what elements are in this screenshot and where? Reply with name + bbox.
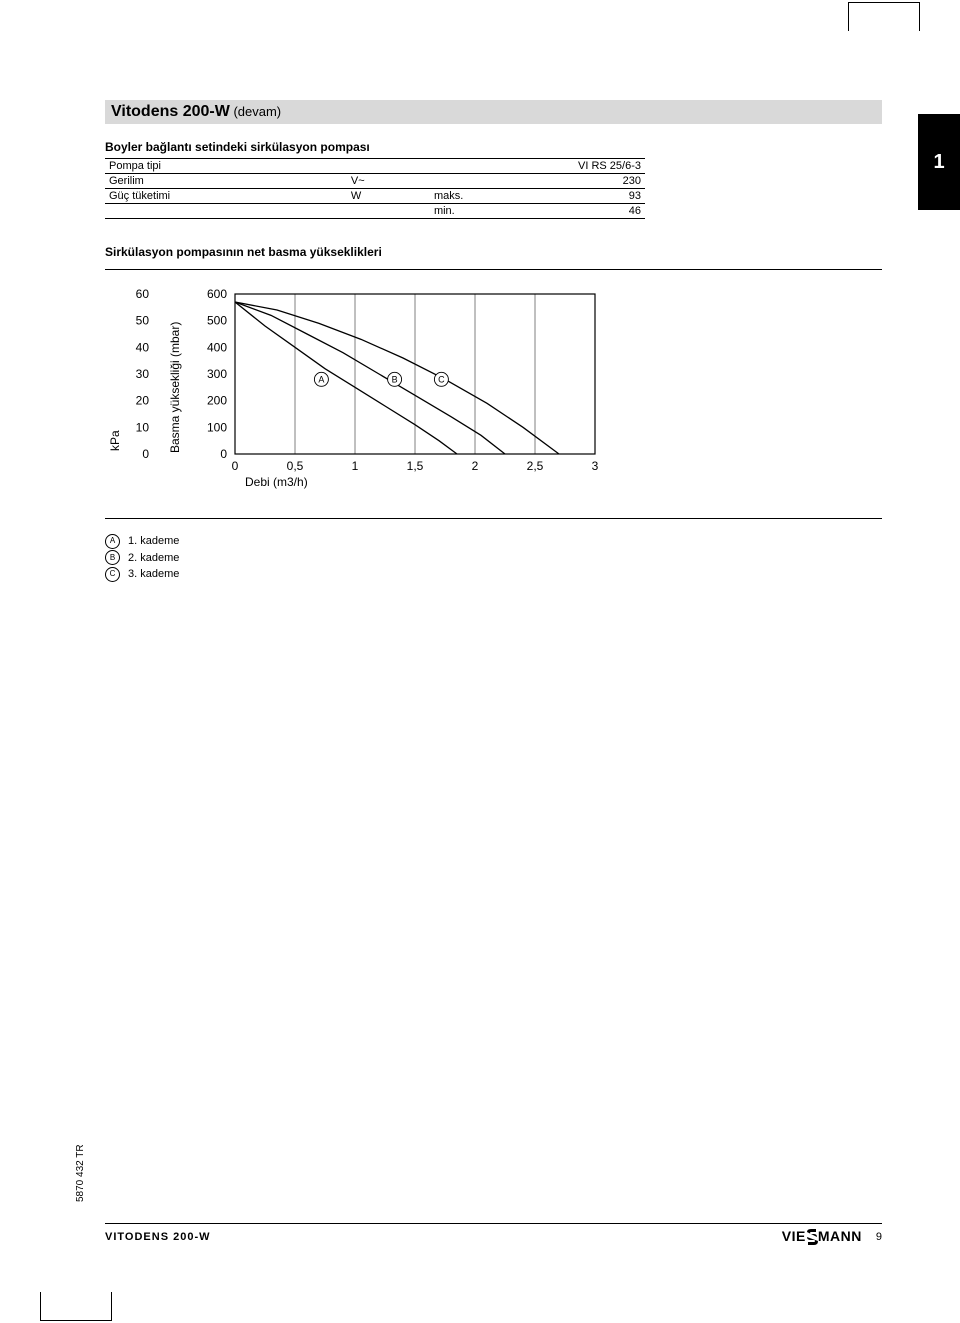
spec-table-title: Boyler bağlantı setindeki sirkülasyon po… — [105, 140, 882, 154]
cell-cond — [430, 159, 513, 174]
legend-key-icon: A — [105, 534, 120, 549]
svg-text:C: C — [438, 374, 445, 384]
svg-text:0: 0 — [142, 447, 149, 461]
cell-label: Pompa tipi — [105, 159, 347, 174]
cell-label: Güç tüketimi — [105, 189, 347, 204]
page-title-suffix: (devam) — [230, 104, 281, 119]
divider — [105, 518, 882, 519]
spec-table: Pompa tipiVI RS 25/6-3GerilimV~230Güç tü… — [105, 158, 645, 219]
chart-title: Sirkülasyon pompasının net basma yüksekl… — [105, 245, 882, 259]
svg-text:0: 0 — [232, 459, 239, 473]
svg-text:50: 50 — [136, 314, 150, 328]
brand-text-right: MANN — [818, 1228, 862, 1244]
doc-code: 5870 432 TR — [75, 1144, 86, 1202]
brand-logo: VIE MANN — [782, 1228, 862, 1245]
svg-text:0: 0 — [220, 447, 227, 461]
svg-text:600: 600 — [207, 287, 227, 301]
cell-cond: maks. — [430, 189, 513, 204]
chart-svg: ABC0010100202003030040400505006060000,51… — [105, 284, 645, 494]
brand-text-left: VIE — [782, 1228, 806, 1244]
svg-text:0,5: 0,5 — [287, 459, 304, 473]
svg-text:10: 10 — [136, 420, 150, 434]
table-row: GerilimV~ 230 — [105, 174, 645, 189]
table-row: min.46 — [105, 204, 645, 219]
section-number: 1 — [933, 151, 944, 174]
legend: A 1. kademe B 2. kademe C 3. kademe — [105, 533, 882, 583]
svg-text:1,5: 1,5 — [407, 459, 424, 473]
svg-text:3: 3 — [592, 459, 599, 473]
svg-text:2,5: 2,5 — [527, 459, 544, 473]
cell-label — [105, 204, 347, 219]
svg-text:200: 200 — [207, 394, 227, 408]
crop-mark — [40, 1292, 112, 1321]
divider — [105, 269, 882, 270]
cell-unit: V~ — [347, 174, 430, 189]
svg-text:60: 60 — [136, 287, 150, 301]
page-number: 9 — [876, 1231, 882, 1243]
svg-text:300: 300 — [207, 367, 227, 381]
cell-value: VI RS 25/6-3 — [513, 159, 645, 174]
svg-text:1: 1 — [352, 459, 359, 473]
svg-text:30: 30 — [136, 367, 150, 381]
svg-text:100: 100 — [207, 420, 227, 434]
legend-item: B 2. kademe — [105, 550, 882, 567]
cell-cond — [430, 174, 513, 189]
cell-value: 230 — [513, 174, 645, 189]
legend-item: A 1. kademe — [105, 533, 882, 550]
legend-item: C 3. kademe — [105, 566, 882, 583]
cell-value: 46 — [513, 204, 645, 219]
footer: 5870 432 TR VITODENS 200-W VIEMANN 9 — [105, 1223, 882, 1253]
cell-unit — [347, 204, 430, 219]
legend-key-icon: C — [105, 567, 120, 582]
table-row: Pompa tipi VI RS 25/6-3 — [105, 159, 645, 174]
svg-text:Debi (m3/h): Debi (m3/h) — [245, 475, 308, 489]
svg-text:20: 20 — [136, 394, 150, 408]
page-title: Vitodens 200-W — [111, 103, 230, 120]
legend-key-icon: B — [105, 550, 120, 565]
svg-text:500: 500 — [207, 314, 227, 328]
svg-text:40: 40 — [136, 340, 150, 354]
cell-value: 93 — [513, 189, 645, 204]
cell-cond: min. — [430, 204, 513, 219]
legend-text: 2. kademe — [128, 550, 179, 567]
table-row: Güç tüketimiWmaks.93 — [105, 189, 645, 204]
cell-unit — [347, 159, 430, 174]
legend-text: 1. kademe — [128, 533, 179, 550]
chart: ABC0010100202003030040400505006060000,51… — [105, 284, 882, 504]
cell-unit: W — [347, 189, 430, 204]
legend-text: 3. kademe — [128, 566, 179, 583]
svg-text:Basma yüksekliği (mbar): Basma yüksekliği (mbar) — [168, 322, 182, 453]
page: 1 Vitodens 200-W (devam) Boyler bağlantı… — [0, 0, 960, 1323]
svg-text:2: 2 — [472, 459, 479, 473]
crop-mark — [848, 2, 920, 31]
footer-product: VITODENS 200-W — [105, 1231, 211, 1243]
brand-s-icon — [806, 1229, 818, 1245]
section-tab: 1 — [918, 114, 960, 210]
content-area: Vitodens 200-W (devam) Boyler bağlantı s… — [105, 100, 882, 1253]
svg-text:kPa: kPa — [108, 430, 122, 451]
svg-text:400: 400 — [207, 340, 227, 354]
svg-text:A: A — [318, 374, 324, 384]
title-bar: Vitodens 200-W (devam) — [105, 100, 882, 124]
svg-text:B: B — [392, 374, 398, 384]
cell-label: Gerilim — [105, 174, 347, 189]
